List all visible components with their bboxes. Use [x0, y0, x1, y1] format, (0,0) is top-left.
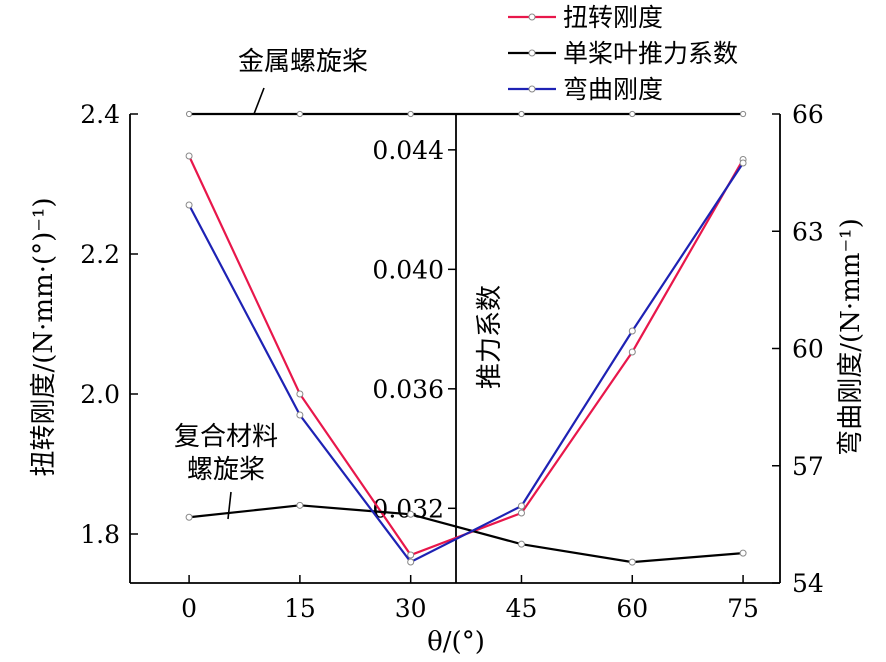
reference-point: [739, 110, 747, 118]
series-line: [188, 162, 744, 564]
series-point: [296, 501, 304, 509]
inner-axis-label: 推力系数: [475, 285, 505, 389]
x-tick-label: 60: [616, 594, 648, 623]
series-point: [407, 510, 415, 518]
x-tick-label: 30: [395, 594, 427, 623]
series-point: [628, 558, 636, 566]
chart-series: [185, 152, 747, 566]
annotation-composite-leader: [227, 491, 232, 520]
inner-tick-label: 0.032: [372, 494, 444, 523]
x-tick-label: 45: [506, 594, 538, 623]
series-point: [517, 540, 525, 548]
axis-labels: θ/(°) 扭转刚度/(N·mm·(°)⁻¹) 推力系数 弯曲刚度/(N·mm⁻…: [29, 197, 866, 657]
x-tick-label: 15: [284, 594, 316, 623]
legend-label: 弯曲刚度: [563, 75, 663, 104]
reference-point: [629, 110, 636, 118]
x-tick-label: 75: [727, 594, 759, 623]
series-point: [407, 558, 415, 566]
series-point: [407, 551, 415, 559]
series-line: [188, 155, 745, 557]
legend-item-2: 单桨叶推力系数: [508, 39, 738, 68]
x-axis-label: θ/(°): [427, 627, 485, 657]
reference-point: [518, 110, 525, 118]
legend-marker: [528, 13, 536, 21]
inner-tick-label: 0.036: [372, 375, 444, 404]
left-tick-label: 2.2: [80, 240, 120, 269]
series-3: [185, 159, 747, 566]
annotations: 金属螺旋桨 复合材料 螺旋桨: [174, 47, 368, 520]
series-2: [185, 501, 747, 566]
right-axis-label: 弯曲刚度/(N·mm⁻¹): [836, 218, 866, 456]
reference-point: [407, 110, 414, 118]
center-divider-axis: 0.032 0.036 0.040 0.044: [372, 114, 457, 583]
right-tick-label: 66: [792, 100, 824, 129]
series-point: [185, 152, 193, 160]
annotation-metal-leader: [253, 87, 265, 115]
legend-item-3: 弯曲刚度: [508, 75, 663, 104]
left-tick-label: 1.8: [80, 520, 120, 549]
annotation-composite-line1: 复合材料: [174, 422, 278, 452]
series-1: [185, 152, 747, 559]
x-tick-label: 0: [181, 594, 197, 623]
series-point: [739, 549, 747, 557]
series-point: [628, 327, 636, 335]
inner-tick-label: 0.044: [372, 136, 444, 165]
legend-item-1: 扭转刚度: [508, 3, 663, 32]
legend-marker: [528, 85, 536, 93]
right-tick-label: 60: [792, 335, 824, 364]
series-point: [185, 201, 193, 209]
series-point: [185, 513, 193, 521]
series-point: [739, 159, 747, 167]
series-point: [628, 348, 636, 356]
right-tick-label: 54: [792, 569, 824, 598]
reference-line: [185, 110, 747, 118]
left-axis-label: 扭转刚度/(N·mm·(°)⁻¹): [29, 197, 59, 476]
legend-label: 扭转刚度: [563, 3, 663, 32]
left-tick-label: 2.4: [80, 100, 120, 129]
series-point: [296, 390, 304, 398]
legend-label: 单桨叶推力系数: [563, 39, 738, 68]
right-tick-label: 63: [792, 217, 824, 246]
series-point: [517, 509, 525, 517]
right-tick-label: 57: [792, 452, 824, 481]
series-point: [296, 411, 304, 419]
annotation-composite-line2: 螺旋桨: [187, 455, 265, 485]
annotation-metal-propeller: 金属螺旋桨: [238, 47, 368, 77]
reference-point: [296, 110, 303, 118]
left-tick-label: 2.0: [80, 380, 120, 409]
reference-point: [185, 110, 193, 118]
inner-tick-label: 0.040: [372, 255, 444, 284]
chart-axes: 0 15 30 45 60 75 1.8 2.0 2.2 2.4 54 57 60 63 66: [80, 100, 824, 623]
series-point: [517, 502, 525, 510]
legend-marker: [528, 49, 536, 57]
series-line: [188, 504, 744, 564]
